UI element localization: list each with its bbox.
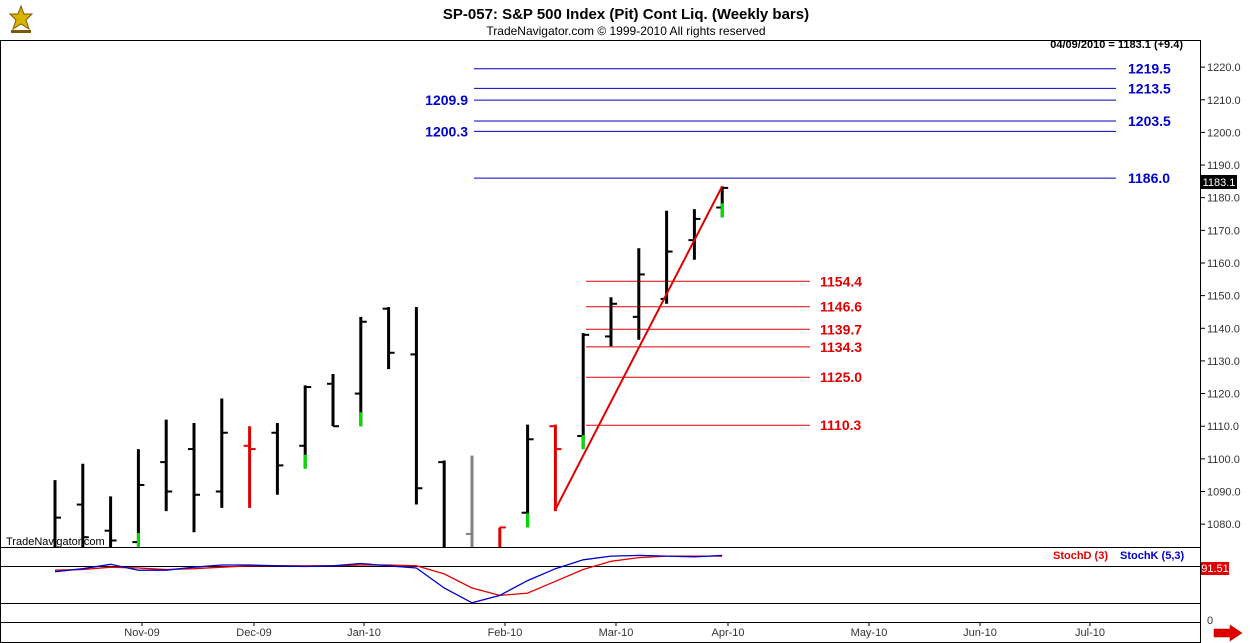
red-level-label: 1125.0 (820, 369, 862, 385)
x-tick-label: May-10 (851, 627, 888, 639)
blue-level-label: 1213.5 (1128, 80, 1171, 96)
price-bar (188, 422, 200, 533)
red-level-label: 1134.3 (820, 339, 862, 355)
price-bar (299, 385, 312, 469)
price-tick-label: 1160.0 (1207, 258, 1240, 270)
x-tick-label: Feb-10 (488, 627, 523, 639)
price-bar (382, 307, 395, 370)
price-bar (521, 424, 534, 528)
price-bar (605, 297, 617, 347)
price-tick-label: 1100.0 (1207, 454, 1240, 466)
level-lines: 1219.5 1213.5 1209.9 1203.5 1200.3 1186.0 1154… (425, 61, 1171, 433)
red-level-label: 1154.4 (820, 273, 862, 289)
x-tick-label: Nov-09 (124, 627, 159, 639)
price-tick-label: 1210.0 (1207, 95, 1241, 107)
last-price-tag: 1183.1 (1201, 175, 1237, 189)
price-bar (354, 316, 367, 427)
price-bar (577, 333, 590, 450)
blue-level-label: 1209.9 (425, 92, 468, 108)
price-bar (215, 398, 228, 508)
price-bar (466, 455, 474, 547)
stochk-line (54, 554, 723, 604)
price-tick-label: 1220.0 (1207, 62, 1241, 74)
price-bar (104, 496, 117, 547)
price-bar (327, 373, 339, 428)
price-bar (243, 426, 256, 508)
last-price-tag-text: 1183.1 (1203, 177, 1236, 189)
price-bar (160, 419, 173, 512)
blue-level-label: 1200.3 (425, 123, 468, 139)
price-tick-label: 1140.0 (1207, 323, 1240, 335)
logo-icon (6, 4, 36, 34)
chart-title: SP-057: S&P 500 Index (Pit) Cont Liq. (W… (443, 6, 809, 23)
x-tick-label: Jun-10 (963, 627, 997, 639)
price-tick-label: 1130.0 (1207, 356, 1240, 368)
trend-line (554, 185, 724, 510)
red-level-label: 1110.3 (820, 417, 861, 433)
stochd-line (54, 555, 723, 597)
stochd-legend: StochD (3) (1053, 550, 1108, 562)
stochastic-panel: 750 (0, 554, 1219, 627)
blue-level-label: 1203.5 (1128, 113, 1171, 129)
x-axis: Nov-09 Dec-09 Jan-10 Feb-10 Mar-10 Apr-10 May-… (124, 622, 1105, 639)
price-tick-label: 1110.0 (1207, 421, 1239, 433)
price-bar (498, 526, 506, 547)
watermark: TradeNavigator.com (6, 536, 105, 548)
stoch-last-tag-text: 91.51 (1201, 563, 1229, 575)
price-tick-label: 1090.0 (1207, 487, 1241, 499)
price-bar (410, 307, 423, 505)
price-tick-label: 1150.0 (1207, 291, 1240, 303)
price-bar (688, 209, 701, 260)
red-level-label: 1139.7 (820, 321, 862, 337)
price-bar (549, 424, 562, 512)
stoch-tick-label: 0 (1207, 615, 1213, 627)
price-bar (632, 248, 645, 340)
chart-frame (0, 40, 1201, 643)
price-bar (53, 480, 61, 547)
x-tick-label: Jan-10 (347, 627, 381, 639)
red-level-label: 1146.6 (820, 299, 862, 315)
blue-level-label: 1219.5 (1128, 61, 1171, 77)
status-readout: 04/09/2010 = 1183.1 (+9.4) (1050, 39, 1183, 51)
price-bars (53, 186, 729, 547)
price-tick-label: 1170.0 (1207, 225, 1240, 237)
price-tick-label: 1080.0 (1207, 519, 1241, 531)
price-axis: 1080.0 1090.0 1100.0 1110.0 1120.0 1130.0 1140… (1200, 62, 1241, 531)
x-tick-label: Mar-10 (599, 627, 634, 639)
trend-line-segment (554, 185, 724, 510)
price-tick-label: 1120.0 (1207, 389, 1240, 401)
price-tick-label: 1190.0 (1207, 160, 1240, 172)
x-tick-label: Dec-09 (236, 627, 271, 639)
price-bar (438, 460, 446, 547)
chart-subtitle: TradeNavigator.com © 1999-2010 All right… (486, 24, 765, 38)
price-bar (76, 463, 89, 547)
scroll-right-arrow-icon[interactable] (1213, 624, 1243, 642)
stochk-legend: StochK (5,3) (1120, 550, 1185, 562)
price-bar (271, 422, 284, 495)
price-bar (660, 210, 673, 304)
blue-level-label: 1186.0 (1128, 170, 1170, 186)
stoch-last-tag: 91.51 (1201, 562, 1229, 575)
price-tick-label: 1180.0 (1207, 193, 1240, 205)
price-tick-label: 1200.0 (1207, 127, 1241, 139)
x-tick-label: Jul-10 (1075, 627, 1105, 639)
price-bar (132, 449, 145, 547)
price-bar (716, 186, 729, 218)
x-tick-label: Apr-10 (711, 627, 744, 639)
